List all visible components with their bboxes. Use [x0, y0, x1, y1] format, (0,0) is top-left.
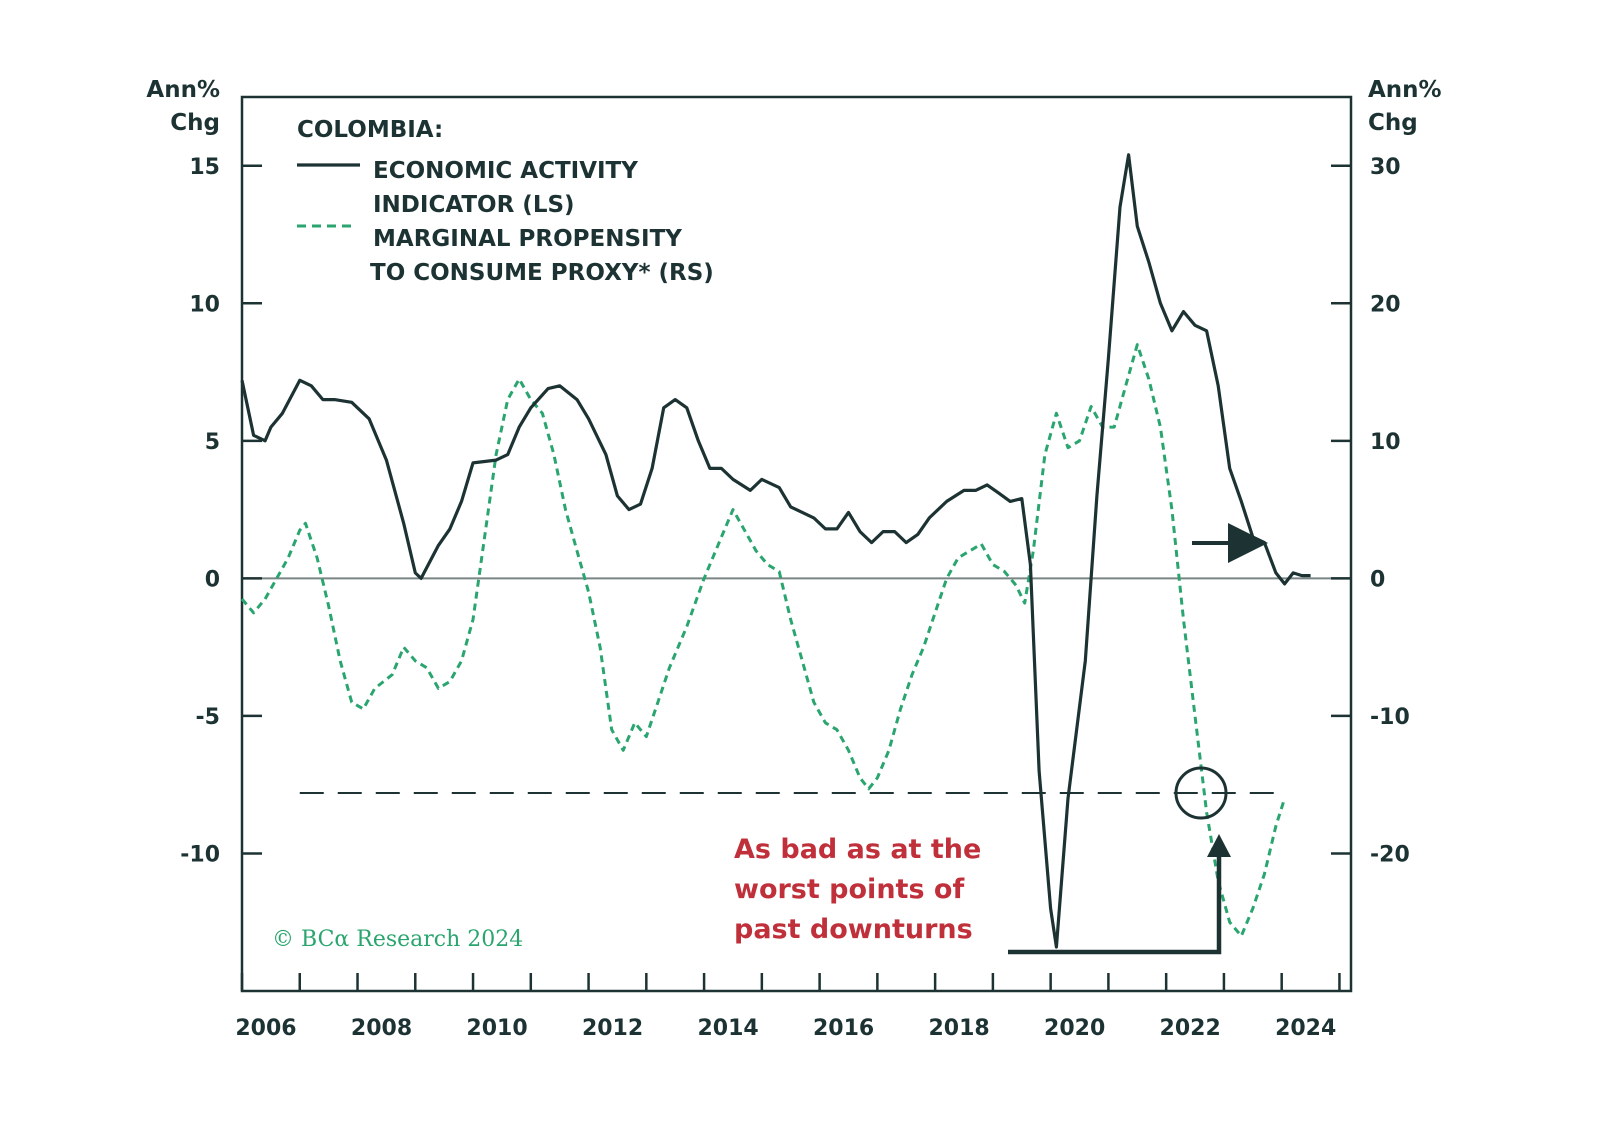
right-tick-label: 20 [1370, 292, 1401, 317]
copyright: © BCα Research 2024 [272, 927, 523, 952]
x-tick-label: 2018 [929, 1016, 990, 1041]
legend-label-marginal-propensity-line2: TO CONSUME PROXY* (RS) [370, 260, 714, 286]
series-line-marginal-propensity [240, 343, 1287, 938]
x-tick-label: 2016 [813, 1016, 874, 1041]
left-tick-label: 10 [189, 292, 220, 317]
x-tick-label: 2008 [351, 1016, 412, 1041]
series-line-economic-activity [240, 153, 1311, 949]
elbow-arrow [1008, 852, 1222, 955]
right-tick-label: 0 [1370, 567, 1385, 592]
left-tick-label: -10 [180, 842, 220, 867]
right-axis-unit-line2: Chg [1368, 110, 1418, 136]
left-tick-label: 5 [205, 430, 220, 455]
annotation-line2: worst points of [734, 874, 964, 905]
right-axis-unit-line1: Ann% [1368, 77, 1442, 103]
elbow-arrow-head [1207, 834, 1231, 857]
legend-label-economic-activity-line1: ECONOMIC ACTIVITY [373, 158, 638, 184]
legend-label-economic-activity-line2: INDICATOR (LS) [373, 192, 575, 218]
x-tick-label: 2012 [582, 1016, 643, 1041]
x-axis-ticks: 2006 2008 2010 2012 2014 2016 2018 2020 2022 2024 [235, 973, 1341, 1041]
annotation-line3: past downturns [734, 914, 973, 945]
plot-frame [240, 95, 1353, 993]
left-tick-label: 0 [205, 567, 220, 592]
highlight-circle [1174, 766, 1228, 820]
x-tick-label: 2024 [1275, 1016, 1336, 1041]
right-axis-ticks: 30 20 10 0 -10 -20 [1331, 155, 1410, 867]
right-tick-label: -10 [1370, 705, 1410, 730]
x-tick-label: 2020 [1044, 1016, 1105, 1041]
left-tick-label: -5 [196, 705, 220, 730]
left-axis-unit-line1: Ann% [146, 77, 220, 103]
legend-title: COLOMBIA: [297, 117, 443, 143]
right-tick-label: -20 [1370, 842, 1410, 867]
x-tick-label: 2006 [235, 1016, 296, 1041]
annotation-line1: As bad as at the [734, 834, 981, 865]
left-axis-unit-line2: Chg [170, 110, 220, 136]
x-tick-label: 2014 [697, 1016, 758, 1041]
x-tick-label: 2010 [466, 1016, 527, 1041]
left-axis-ticks: 15 10 5 0 -5 -10 [180, 155, 262, 867]
legend-label-marginal-propensity-line1: MARGINAL PROPENSITY [373, 226, 682, 252]
x-tick-label: 2022 [1160, 1016, 1221, 1041]
legend: COLOMBIA: ECONOMIC ACTIVITY INDICATOR (L… [297, 117, 714, 286]
right-tick-label: 30 [1370, 155, 1401, 180]
right-tick-label: 10 [1370, 430, 1401, 455]
left-tick-label: 15 [189, 155, 220, 180]
